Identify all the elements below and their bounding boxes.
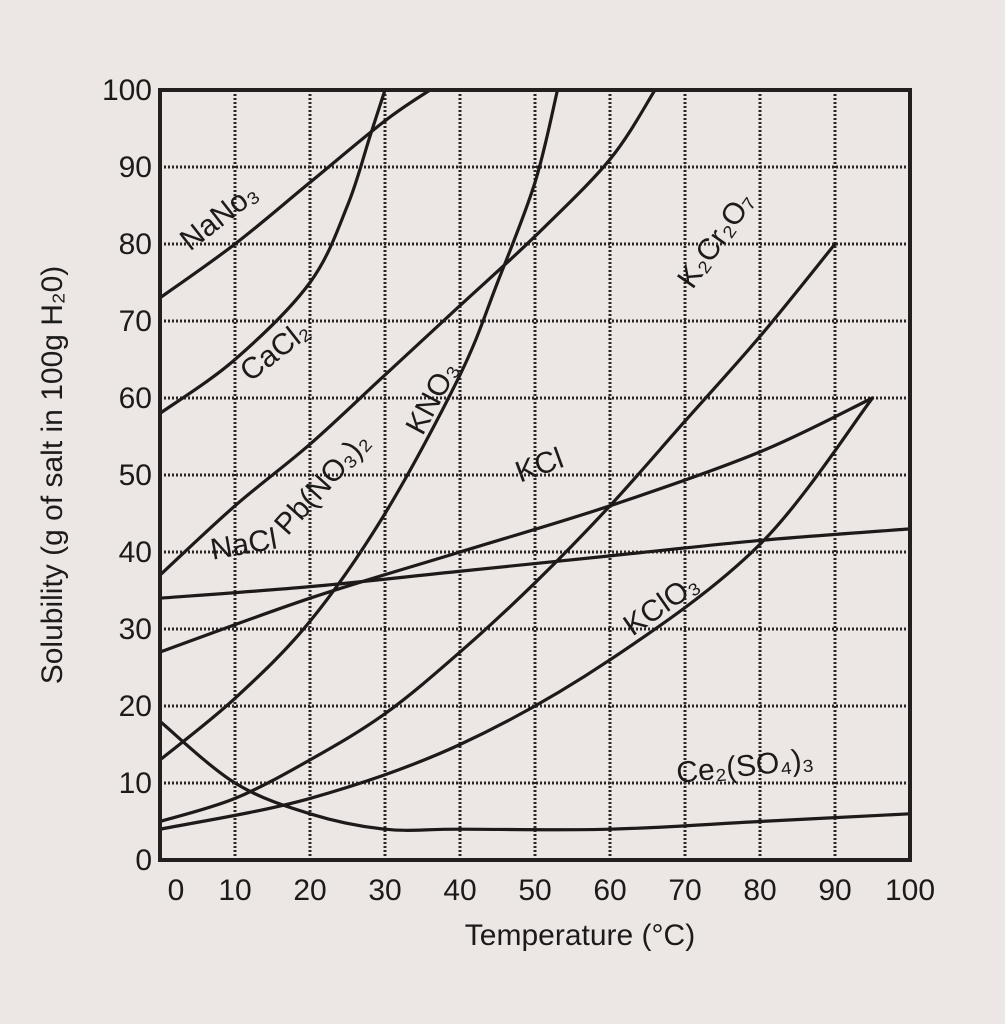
curve-nacl: [158, 527, 912, 600]
curve-nano-: [158, 88, 432, 300]
curve-cacl-: [158, 88, 387, 415]
curve-pb-no-: [158, 88, 657, 577]
y-axis-ticks: 0 10 20 30 40 50 60 70 80 90 100: [102, 74, 152, 877]
series-label-ce-so-: Ce₂(SO₄)₃: [675, 743, 815, 790]
x-tick-label: 50: [518, 874, 551, 907]
y-tick-label: 80: [119, 228, 152, 261]
curve-ce-so-: [158, 719, 912, 832]
series-label-nano-: NaNo₃: [174, 176, 264, 257]
x-tick-label: 0: [168, 874, 185, 907]
curve-kno-: [158, 88, 560, 762]
y-tick-label: 60: [119, 382, 152, 415]
x-tick-label: 100: [885, 874, 935, 907]
y-axis-label: Solubility (g of salt in 100g H₂0): [36, 266, 69, 685]
x-axis-ticks: 0 10 20 30 40 50 60 70 80 90 100: [168, 874, 935, 907]
series-label-kcl: KCl: [511, 442, 568, 490]
curve-kcl: [158, 396, 875, 654]
x-tick-label: 10: [218, 874, 251, 907]
series-label-nacl: NaCl: [208, 523, 279, 567]
x-tick-label: 40: [443, 874, 476, 907]
x-tick-label: 80: [743, 874, 776, 907]
x-tick-label: 20: [293, 874, 326, 907]
y-tick-label: 70: [119, 305, 152, 338]
grid: [160, 90, 910, 860]
series-labels: NaNo₃CaCl₂Pb(NO₃)₂KNO₃KClNaClK₂Cr₂O₇KClO…: [174, 176, 815, 789]
y-tick-label: 90: [119, 151, 152, 184]
y-tick-label: 20: [119, 690, 152, 723]
y-tick-label: 0: [135, 844, 152, 877]
curve-k-cr-o-: [158, 242, 837, 824]
curve-kclo-: [158, 396, 875, 831]
x-tick-label: 70: [668, 874, 701, 907]
y-tick-label: 100: [102, 74, 152, 107]
series-label-kclo-: KClO₃: [618, 567, 706, 642]
x-tick-label: 30: [368, 874, 401, 907]
plot-frame: [158, 88, 912, 862]
x-tick-label: 90: [818, 874, 851, 907]
y-tick-label: 50: [119, 459, 152, 492]
curves: [158, 88, 912, 832]
y-tick-label: 10: [119, 767, 152, 800]
series-label-pb-no-: Pb(NO₃)₂: [268, 426, 377, 541]
y-tick-label: 40: [119, 536, 152, 569]
x-axis-label: Temperature (°C): [465, 919, 695, 952]
x-tick-label: 60: [593, 874, 626, 907]
y-tick-label: 30: [119, 613, 152, 646]
